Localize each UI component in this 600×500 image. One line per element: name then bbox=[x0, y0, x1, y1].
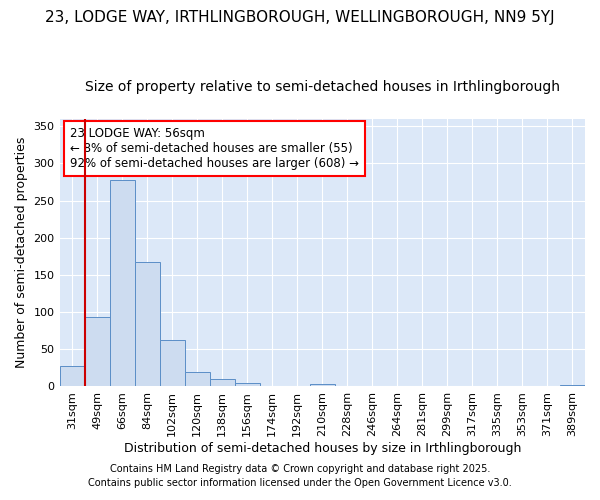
Bar bbox=[85, 318, 110, 386]
Bar bbox=[185, 372, 209, 386]
Bar bbox=[235, 382, 260, 386]
Bar bbox=[209, 379, 235, 386]
Title: Size of property relative to semi-detached houses in Irthlingborough: Size of property relative to semi-detach… bbox=[85, 80, 560, 94]
Bar bbox=[134, 262, 160, 386]
Text: 23 LODGE WAY: 56sqm
← 8% of semi-detached houses are smaller (55)
92% of semi-de: 23 LODGE WAY: 56sqm ← 8% of semi-detache… bbox=[70, 127, 359, 170]
Text: 23, LODGE WAY, IRTHLINGBOROUGH, WELLINGBOROUGH, NN9 5YJ: 23, LODGE WAY, IRTHLINGBOROUGH, WELLINGB… bbox=[45, 10, 555, 25]
Text: Contains HM Land Registry data © Crown copyright and database right 2025.
Contai: Contains HM Land Registry data © Crown c… bbox=[88, 464, 512, 487]
Bar bbox=[560, 385, 585, 386]
Y-axis label: Number of semi-detached properties: Number of semi-detached properties bbox=[15, 137, 28, 368]
Bar bbox=[110, 180, 134, 386]
Bar bbox=[59, 366, 85, 386]
X-axis label: Distribution of semi-detached houses by size in Irthlingborough: Distribution of semi-detached houses by … bbox=[124, 442, 521, 455]
Bar bbox=[160, 340, 185, 386]
Bar bbox=[310, 384, 335, 386]
